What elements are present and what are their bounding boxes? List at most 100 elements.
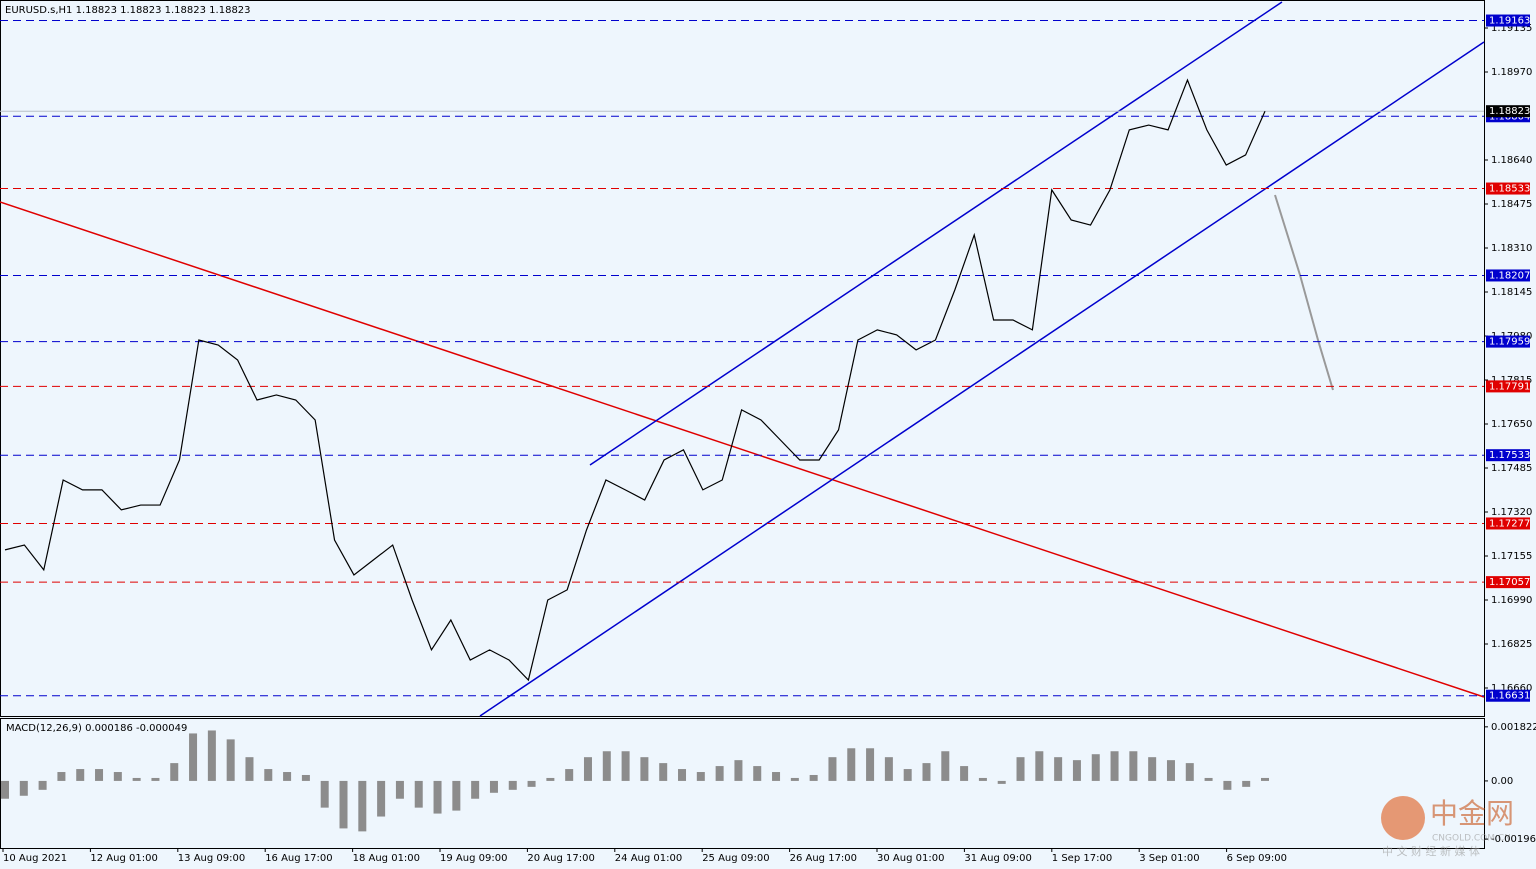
y-tick-label: 1.18970 xyxy=(1491,67,1532,78)
macd-bar xyxy=(621,751,630,781)
macd-bar xyxy=(1261,777,1269,781)
y-tick-label: 1.17485 xyxy=(1491,463,1532,474)
level-label-box xyxy=(1486,269,1530,282)
macd-bar xyxy=(95,769,104,781)
x-tick-label: 18 Aug 01:00 xyxy=(353,853,420,864)
macd-bar xyxy=(790,777,799,781)
macd-bar xyxy=(113,772,122,781)
level-label-box xyxy=(1486,689,1530,702)
macd-bar xyxy=(602,751,611,781)
x-tick-label: 30 Aug 01:00 xyxy=(877,853,944,864)
macd-bar xyxy=(866,748,875,781)
site: CNGOLD.COM.CN xyxy=(1432,834,1511,844)
macd-bar xyxy=(283,772,292,781)
macd-bar xyxy=(922,763,931,781)
y-tick-label: 1.18145 xyxy=(1491,287,1532,298)
y-tick-label: 1.16660 xyxy=(1491,683,1532,694)
x-tick-label: 24 Aug 01:00 xyxy=(615,853,682,864)
x-tick-label: 10 Aug 2021 xyxy=(3,853,67,864)
y-tick-label: 1.17155 xyxy=(1491,551,1532,562)
macd-bar xyxy=(1072,760,1081,781)
level-label-box xyxy=(1486,335,1530,348)
x-tick-label: 25 Aug 09:00 xyxy=(702,853,769,864)
macd-bar xyxy=(170,763,179,781)
macd-bar xyxy=(489,780,498,793)
level-label-box xyxy=(1486,182,1530,195)
macd-bar xyxy=(452,780,461,811)
macd-bar xyxy=(734,760,743,781)
macd-bar xyxy=(753,766,762,781)
macd-bar xyxy=(565,769,574,781)
y-tick-label: 1.17320 xyxy=(1491,507,1532,518)
macd-bar xyxy=(1242,780,1251,787)
chart-title: EURUSD.s,H1 1.18823 1.18823 1.18823 1.18… xyxy=(5,5,251,16)
macd-title: MACD(12,26,9) 0.000186 -0.000049 xyxy=(6,723,187,734)
macd-bar xyxy=(903,769,912,781)
macd-bar xyxy=(76,769,85,781)
macd-bar xyxy=(659,763,668,781)
macd-bar xyxy=(1204,777,1213,781)
x-tick-label: 16 Aug 17:00 xyxy=(265,853,332,864)
macd-bar xyxy=(189,733,198,781)
y-tick-label: 1.18640 xyxy=(1491,155,1532,166)
level-label-box xyxy=(1486,14,1530,27)
macd-bar xyxy=(978,777,987,781)
price-panel xyxy=(0,0,1485,717)
level-label: 1.17057 xyxy=(1489,577,1530,588)
y-tick-label: 1.16825 xyxy=(1491,639,1532,650)
macd-bar xyxy=(997,780,1006,784)
macd-bar xyxy=(1091,754,1100,781)
y-tick-label: 1.18310 xyxy=(1491,243,1532,254)
macd-bar xyxy=(358,780,367,832)
level-label: 1.19163 xyxy=(1489,16,1530,27)
level-label-box xyxy=(1486,380,1530,393)
macd-bar xyxy=(847,748,856,781)
header: EURUSD.s,H1 1.18823 1.18823 1.18823 1.18… xyxy=(5,5,251,16)
x-tick-label: 20 Aug 17:00 xyxy=(527,853,594,864)
macd-bar xyxy=(320,780,329,808)
macd-bar xyxy=(1054,757,1063,781)
macd-bar xyxy=(772,772,781,781)
level-label: 1.17791 xyxy=(1489,381,1530,392)
x-tick-label: 13 Aug 09:00 xyxy=(178,853,245,864)
y-tick-label: 1.17650 xyxy=(1491,419,1532,430)
level-label-box xyxy=(1486,449,1530,462)
level-label: 1.17277 xyxy=(1489,518,1530,529)
macd-bar xyxy=(301,774,310,781)
projection-arrow xyxy=(1274,194,1334,391)
macd-bar xyxy=(1166,760,1175,781)
y-tick-label: 1.16990 xyxy=(1491,595,1532,606)
x-tick-label: 3 Sep 01:00 xyxy=(1139,853,1199,864)
macd-bar xyxy=(433,780,442,814)
macd-bar xyxy=(264,769,273,781)
macd-bar xyxy=(828,757,837,781)
x-tick-label: 19 Aug 09:00 xyxy=(440,853,507,864)
x-tick-label: 1 Sep 17:00 xyxy=(1052,853,1112,864)
macd-bar xyxy=(508,780,517,790)
x-tick-label: 12 Aug 01:00 xyxy=(90,853,157,864)
macd-bar xyxy=(696,772,705,781)
current-price-box xyxy=(1486,105,1530,118)
level-label-box xyxy=(1486,517,1530,530)
macd-bar xyxy=(1016,757,1025,781)
level-label: 1.17533 xyxy=(1489,450,1530,461)
macd-bar xyxy=(1129,751,1138,781)
macd-bar xyxy=(1223,780,1232,790)
slogan: 中 文 财 经 新 媒 体 xyxy=(1382,844,1480,858)
macd-bar xyxy=(546,777,555,781)
macd-bar xyxy=(640,757,649,781)
macd-bar xyxy=(339,780,348,829)
macd-bar xyxy=(19,780,28,796)
macd-bar xyxy=(151,777,160,781)
y-tick-label: 1.18475 xyxy=(1491,199,1532,210)
trend-line xyxy=(0,201,1485,698)
macd-bar xyxy=(207,730,216,781)
macd-bar xyxy=(132,777,141,781)
macd-bar xyxy=(1035,751,1044,781)
current-price-label: 1.18823 xyxy=(1489,106,1530,117)
macd-bar xyxy=(245,757,254,781)
macd-bar xyxy=(1148,757,1157,781)
macd-bar xyxy=(1110,751,1119,781)
